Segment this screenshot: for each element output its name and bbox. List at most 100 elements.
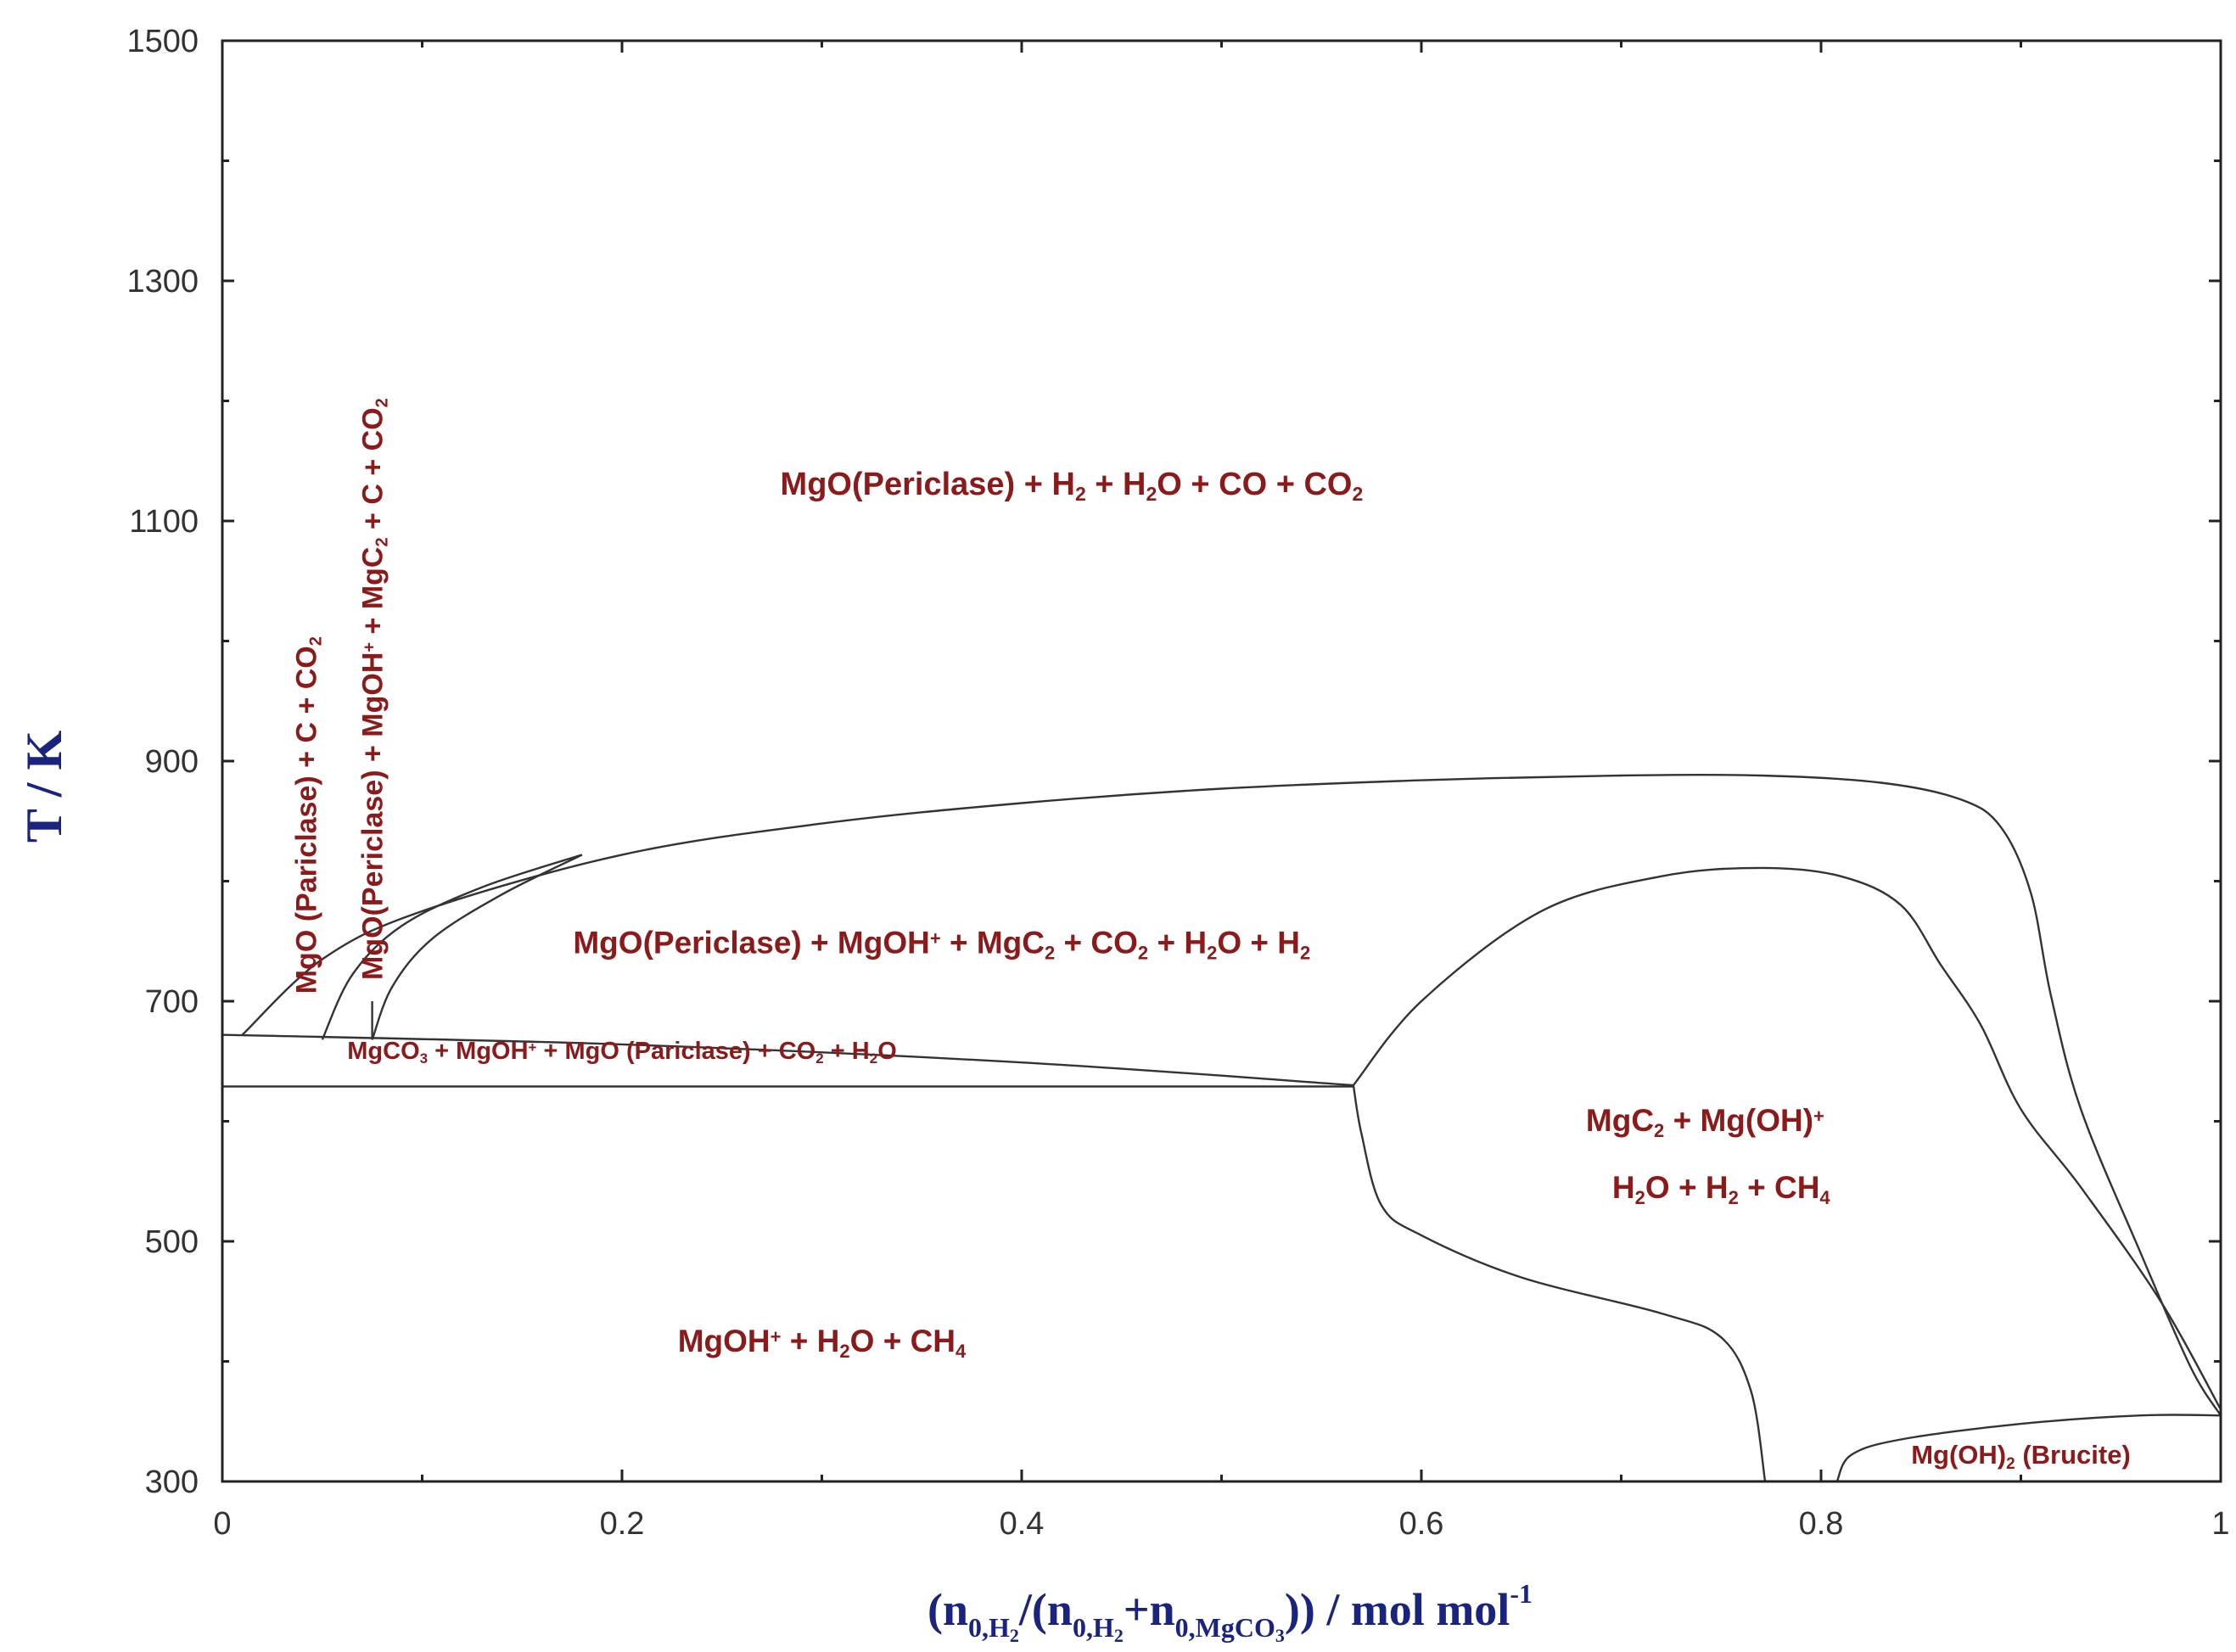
- region-label-part: + H: [782, 1324, 840, 1358]
- x-axis-title-part: (n: [927, 1584, 968, 1635]
- x-axis-title: (n0,H2/(n0,H2+n0,MgCO3)) / mol mol-1: [927, 1578, 1533, 1646]
- y-tick-label: 1100: [129, 504, 199, 540]
- region-label-part: H: [1612, 1170, 1635, 1205]
- region-label-part: 2: [870, 1050, 877, 1067]
- region-label-part: + MgOH: [428, 1038, 528, 1065]
- region-label-low: MgOH+ + H2O + CH4: [678, 1324, 967, 1362]
- region-label-part: Mg(OH): [1911, 1440, 2006, 1470]
- region-label-part: MgC: [1586, 1103, 1654, 1138]
- region-labels: MgO(Periclase) + H2 + H2O + CO + CO2MgO(…: [291, 398, 2131, 1472]
- region-label-part: 2: [1138, 942, 1148, 963]
- x-axis-title-part: 2: [1114, 1625, 1124, 1646]
- y-tick-label: 500: [145, 1224, 199, 1260]
- region-label-right1: MgC2 + Mg(OH)+: [1586, 1103, 1824, 1141]
- region-label-part: + C + CO: [356, 407, 389, 537]
- x-axis-title-part: 2: [1010, 1625, 1019, 1646]
- region-label-part: + CO: [1055, 925, 1138, 960]
- x-axis-title-part: /(n: [1018, 1584, 1073, 1635]
- x-tick-label: 1: [2211, 1506, 2229, 1542]
- x-axis-title-part: 0,H: [968, 1612, 1010, 1643]
- x-tick-label: 0.8: [1799, 1506, 1844, 1542]
- region-label-part: 2: [815, 1050, 823, 1067]
- boundary-lower-boundary: [1352, 1084, 1767, 1482]
- region-label-part: 2: [1654, 1119, 1664, 1140]
- y-tick-label: 1500: [126, 24, 199, 59]
- region-label-part: 4: [1819, 1187, 1830, 1208]
- boundary-inner-curve-1: [321, 854, 583, 1040]
- region-label-vert1: MgO (Pariclase) + C + CO2: [291, 636, 326, 994]
- region-label-part: + H: [824, 1038, 870, 1065]
- x-tick-label: 0.4: [1000, 1506, 1045, 1542]
- region-label-part: 2: [2006, 1454, 2015, 1472]
- plot-frame: [221, 39, 2222, 1483]
- region-label-part: 2: [373, 537, 391, 546]
- region-label-part: (Brucite): [2015, 1440, 2131, 1470]
- region-label-part: + H: [1086, 467, 1146, 502]
- boundary-inner-dome: [1352, 866, 2222, 1410]
- region-label-part: 2: [373, 398, 391, 407]
- region-label-part: MgO(Periclase) + MgOH: [573, 925, 929, 960]
- region-label-part: O + CH: [850, 1324, 955, 1358]
- region-label-part: +: [360, 642, 378, 652]
- region-label-part: +: [771, 1326, 782, 1347]
- x-axis-title-part: -1: [1510, 1578, 1533, 1609]
- region-label-part: O + H: [1645, 1170, 1729, 1205]
- x-tick-label: 0: [213, 1506, 231, 1542]
- y-tick-label: 1300: [126, 264, 199, 300]
- region-label-part: + MgC: [941, 925, 1045, 960]
- region-label-mid: MgO(Periclase) + MgOH+ + MgC2 + CO2 + H2…: [573, 925, 1310, 963]
- region-label-part: +: [1813, 1106, 1824, 1127]
- region-label-part: 2: [1352, 483, 1363, 505]
- region-label-band: MgCO3 + MgOH+ + MgO (Pariclase) + CO2 + …: [347, 1038, 897, 1067]
- region-label-part: + CH: [1739, 1170, 1820, 1205]
- axis-titles: T / K(n0,H2/(n0,H2+n0,MgCO3)) / mol mol-…: [16, 731, 1533, 1646]
- region-label-part: 2: [307, 636, 326, 646]
- x-axis-title-part: 0,H: [1073, 1612, 1114, 1643]
- region-label-vert2: MgO(Periclase) + MgOH+ + MgC2 + C + CO2: [356, 398, 391, 980]
- region-label-part: 2: [1075, 483, 1086, 505]
- region-label-part: 2: [1045, 942, 1055, 963]
- x-tick-label: 0.2: [600, 1506, 645, 1542]
- region-label-part: O + H: [1217, 925, 1300, 960]
- region-label-brucite: Mg(OH)2 (Brucite): [1911, 1440, 2131, 1473]
- region-label-part: 2: [839, 1341, 849, 1362]
- boundary-inner-curve-2: [371, 854, 583, 1040]
- y-tick-label: 700: [145, 984, 199, 1020]
- region-label-part: 4: [955, 1341, 967, 1362]
- region-label-part: 3: [420, 1050, 428, 1067]
- region-label-part: MgO(Periclase) + MgOH: [356, 652, 389, 980]
- x-tick-label: 0.6: [1399, 1506, 1444, 1542]
- y-tick-label: 300: [145, 1464, 199, 1500]
- x-axis-title-part: )) / mol mol: [1285, 1584, 1510, 1635]
- region-label-part: MgO(Periclase) + H: [781, 467, 1075, 502]
- region-label-part: MgO (Pariclase) + C + CO: [291, 646, 323, 994]
- region-label-part: 2: [1635, 1187, 1645, 1208]
- region-label-part: + MgC: [356, 547, 389, 642]
- y-tick-label: 900: [145, 744, 199, 780]
- region-label-part: O: [877, 1038, 897, 1065]
- boundary-brucite-boundary: [1835, 1414, 2222, 1482]
- region-label-part: 2: [1300, 942, 1310, 963]
- region-label-right2: H2O + H2 + CH4: [1612, 1170, 1831, 1208]
- boundary-band-upper: [221, 1033, 1353, 1087]
- region-label-part: + H: [1148, 925, 1207, 960]
- phase-boundaries: [221, 773, 2222, 1482]
- y-axis-title: T / K: [16, 731, 72, 843]
- x-axis-title-part: +n: [1124, 1584, 1175, 1635]
- x-axis-title-part: 0,MgCO: [1175, 1612, 1275, 1643]
- region-label-top: MgO(Periclase) + H2 + H2O + CO + CO2: [781, 467, 1364, 505]
- region-label-part: MgOH: [678, 1324, 771, 1358]
- boundary-outer-dome: [241, 773, 2222, 1416]
- region-label-part: MgCO: [347, 1038, 419, 1065]
- region-label-part: +: [930, 928, 941, 949]
- region-label-part: 2: [1207, 942, 1217, 963]
- region-label-part: + Mg(OH): [1664, 1103, 1813, 1138]
- x-axis-title-part: 3: [1275, 1625, 1285, 1646]
- region-label-part: 2: [1729, 1187, 1739, 1208]
- region-label-part: + MgO (Pariclase) + CO: [536, 1038, 815, 1065]
- region-label-part: 2: [1146, 483, 1157, 505]
- region-label-part: O + CO + CO: [1157, 467, 1352, 502]
